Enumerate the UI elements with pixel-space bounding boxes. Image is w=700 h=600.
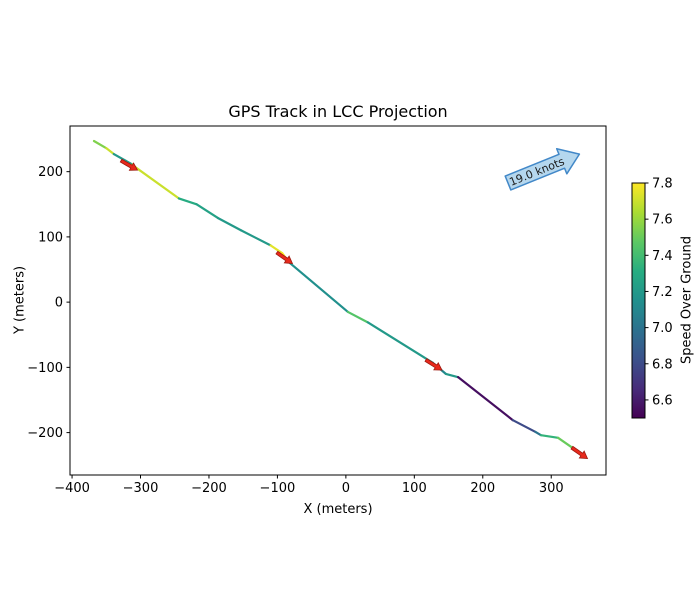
y-tick-label: 100 [38, 230, 63, 245]
colorbar-tick-label: 6.8 [652, 357, 673, 372]
x-tick-label: −300 [123, 481, 159, 496]
axes-border [69, 125, 607, 476]
y-tick-label: 200 [38, 165, 63, 180]
y-tick-label: −100 [27, 361, 63, 376]
x-tick-label: −400 [54, 481, 90, 496]
colorbar-tick-label: 7.8 [652, 177, 673, 192]
heading-arrow [275, 250, 294, 264]
y-axis-label: Y (meters) [12, 265, 28, 335]
x-tick-label: 300 [539, 481, 564, 496]
x-axis-label: X (meters) [303, 502, 373, 517]
x-tick-label: 100 [402, 481, 427, 496]
annotation-arrow-shape [504, 148, 581, 191]
colorbar-tick-label: 7.4 [652, 249, 673, 264]
y-tick-label: −200 [27, 426, 63, 441]
gps-track-line [92, 139, 584, 456]
x-tick-label: 200 [470, 481, 495, 496]
heading-arrow [119, 158, 139, 171]
x-tick-label: −200 [191, 481, 227, 496]
colorbar-label: Speed Over Ground [679, 235, 695, 365]
axis-ticks: −400 −300 −200 −100 0 100 200 300 −200 −100 0 100 20… [27, 165, 563, 496]
speed-colorbar: 7.8 7.6 7.4 7.2 7.0 6.8 6.6 [631, 177, 673, 419]
plot-title: GPS Track in LCC Projection [228, 102, 448, 121]
y-tick-label: 0 [55, 296, 63, 311]
heading-arrows [119, 158, 589, 460]
colorbar-tick-label: 7.6 [652, 213, 673, 228]
colorbar-tick-label: 7.0 [652, 321, 673, 336]
x-tick-label: 0 [342, 481, 350, 496]
colorbar-tick-label: 6.6 [652, 393, 673, 408]
annotation-arrow: 19.0 knots [504, 148, 581, 191]
heading-arrow [570, 445, 589, 460]
heading-arrow [424, 358, 443, 371]
colorbar-tick-label: 7.2 [652, 285, 673, 300]
x-tick-label: −100 [260, 481, 296, 496]
